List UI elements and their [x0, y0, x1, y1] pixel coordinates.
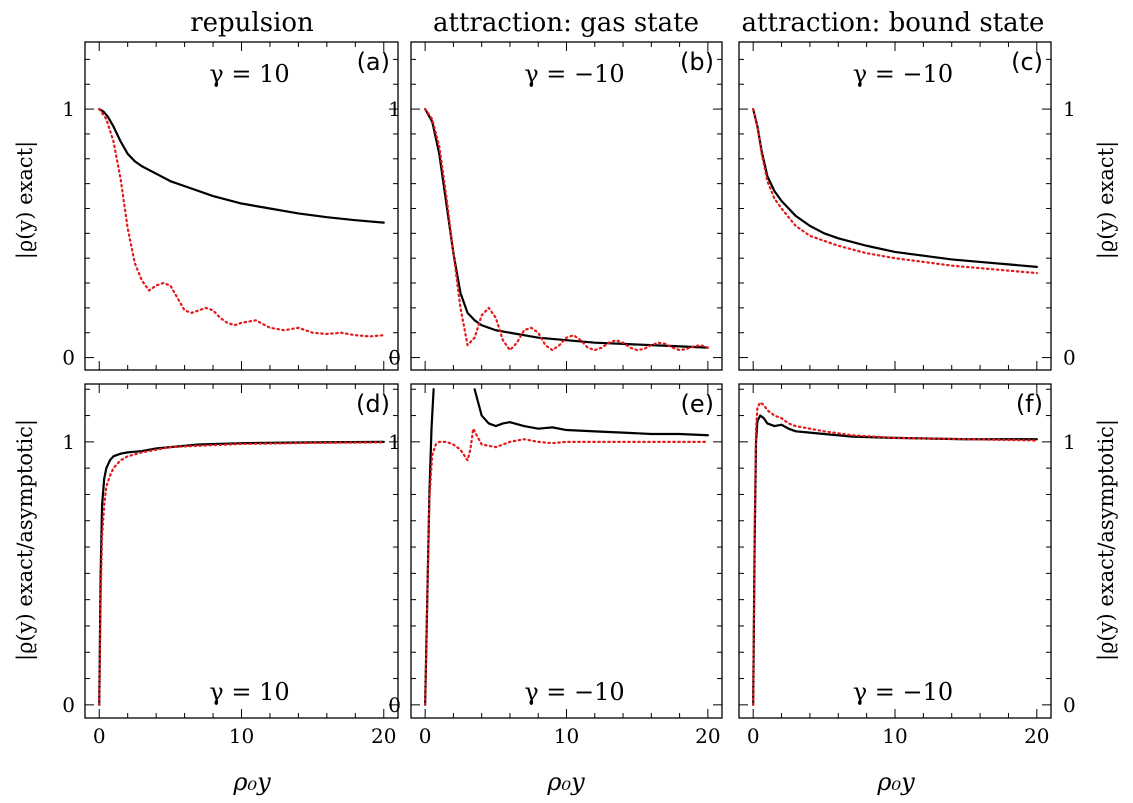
- y-tick-label: 1: [62, 430, 75, 454]
- x-tick-label: 10: [882, 724, 907, 748]
- panel-frame: [738, 383, 1052, 719]
- series-red-dotted-line: [424, 107, 709, 352]
- x-tick-label: 10: [229, 724, 254, 748]
- column-title-repulsion: repulsion: [190, 8, 314, 38]
- y-axis-label-bottom-right: |ϱ(y) exact/asymptotic|: [1094, 419, 1119, 661]
- panel-e: 010 10 20(e)γ = −10: [388, 383, 723, 748]
- panel-label: (a): [357, 48, 390, 76]
- panel-label: (e): [681, 390, 715, 418]
- series-red-dotted-line: [752, 107, 1038, 275]
- y-axis-label-top-left: |ϱ(y) exact|: [13, 141, 38, 259]
- panel-frame: [84, 383, 399, 719]
- y-tick-label: 1: [1063, 97, 1076, 121]
- y-tick-label: 0: [388, 346, 401, 370]
- x-tick-label: 20: [1024, 724, 1049, 748]
- y-axis-label-top-right: |ϱ(y) exact|: [1094, 141, 1119, 259]
- x-tick-label: 20: [695, 724, 720, 748]
- series-black-solid-line: [424, 107, 709, 349]
- gamma-label: γ = −10: [853, 678, 953, 706]
- series-red-dotted-line: [752, 401, 1038, 706]
- gamma-label: γ = −10: [524, 60, 624, 88]
- y-tick-label: 0: [388, 693, 401, 717]
- series-black-solid-line: [473, 388, 709, 437]
- x-tick-label: 10: [554, 724, 579, 748]
- y-tick-label: 0: [62, 346, 75, 370]
- gamma-label: γ = 10: [209, 60, 289, 88]
- x-axis-label-right: ρ₀y: [876, 768, 915, 796]
- x-axis-label-middle: ρ₀y: [546, 768, 585, 796]
- panel-label: (f): [1016, 390, 1043, 418]
- panel-f: 010 10 20(f)γ = −10: [738, 383, 1076, 748]
- gamma-label: γ = −10: [853, 60, 953, 88]
- y-axis-label-bottom-left: |ϱ(y) exact/asymptotic|: [13, 419, 38, 661]
- y-tick-label: 0: [1063, 693, 1076, 717]
- x-tick-label: 20: [371, 724, 396, 748]
- y-tick-label: 0: [62, 693, 75, 717]
- panel-label: (c): [1011, 48, 1043, 76]
- panel-d: 010 10 20(d)γ = 10: [62, 383, 399, 748]
- panel-c: 0 1 (c) γ = −10: [738, 41, 1076, 371]
- gamma-label: γ = 10: [209, 678, 289, 706]
- panel-a: 0 1 (a) γ = 10: [62, 41, 399, 371]
- panel-label: (b): [680, 48, 714, 76]
- series-black-solid-line: [752, 107, 1038, 268]
- panel-label: (d): [356, 390, 390, 418]
- panel-frame: [410, 383, 723, 719]
- series-red-dotted-line: [98, 107, 385, 338]
- panel-frame: [410, 41, 723, 371]
- x-tick-label: 0: [93, 724, 106, 748]
- y-tick-label: 1: [1063, 430, 1076, 454]
- series-black-solid-line: [98, 440, 385, 706]
- x-tick-label: 0: [747, 724, 760, 748]
- panel-frame: [738, 41, 1052, 371]
- x-tick-label: 0: [419, 724, 432, 748]
- series-red-dotted-line: [424, 427, 709, 706]
- x-axis-label-left: ρ₀y: [232, 768, 271, 796]
- y-tick-label: 0: [1063, 346, 1076, 370]
- gamma-label: γ = −10: [524, 678, 624, 706]
- panel-b: 0 1 (b) γ = −10: [388, 41, 723, 371]
- series-red-dotted-line: [98, 441, 385, 706]
- y-tick-label: 1: [388, 97, 401, 121]
- series-black-solid-line: [98, 107, 385, 224]
- series-black-solid-line: [752, 414, 1038, 706]
- column-title-bound-state: attraction: bound state: [742, 8, 1045, 38]
- y-tick-label: 1: [388, 430, 401, 454]
- panel-frame: [84, 41, 399, 371]
- y-tick-label: 1: [62, 97, 75, 121]
- column-title-gas-state: attraction: gas state: [433, 8, 699, 38]
